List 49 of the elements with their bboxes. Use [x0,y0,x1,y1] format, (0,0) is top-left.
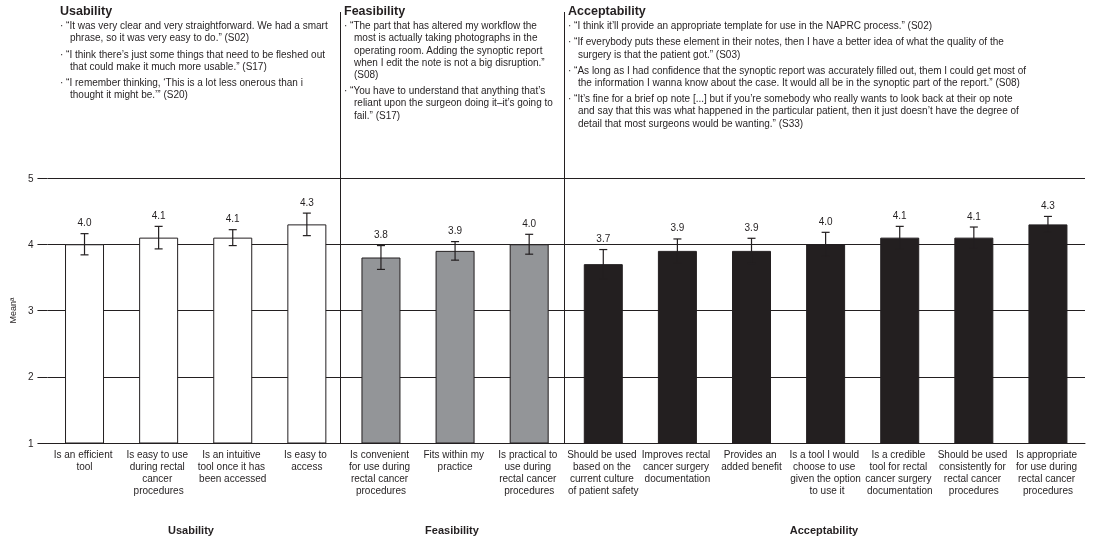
data-label: 3.8 [374,229,389,241]
text: · “I think there’s just some things that need to be fleshed out that could make it much more usable.” (S17) [60,48,326,73]
x-tick-label: Improves rectal cancer surgery documentation [641,448,713,484]
y-tick-label: 3 [27,305,34,316]
y-tick-label: 4 [27,238,34,250]
text: Acceptability [568,4,647,20]
text: Feasibility [424,524,480,536]
y-tick-label: 2 [27,371,34,383]
data-label: 4.0 [522,217,537,229]
x-tick-label: Is convenient for use during rectal cancer procedures [348,448,413,496]
text: Usability [167,524,215,536]
x-tick-label: Provides an added benefit [721,448,783,472]
x-tick-label: Is a credible tool for rectal cancer surgery documentation [865,448,935,496]
data-label: 3.7 [596,233,611,245]
x-tick-label: Is an intuitive tool once it has been accessed [197,448,268,484]
text: Feasibility [344,4,407,20]
data-label: 3.9 [744,221,759,233]
data-label: 4.1 [225,213,241,225]
x-tick-label: Fits within my practice [423,448,487,472]
text: · “I think it’ll provide an appropriate template for use in the NAPRC process.” (S02) [568,20,934,33]
x-tick-label: Should be used consistently for rectal cancer procedures [937,448,1010,496]
text: · “It was very clear and very straightforward. We had a smart phrase, so it was very easy to do.” (S02) [60,20,329,45]
data-label: 4.0 [77,217,92,229]
data-label: 4.3 [299,196,315,208]
y-axis-title: Meanᵃ [7,296,18,324]
data-label: 4.1 [966,210,982,222]
data-label: 4.0 [818,215,833,227]
x-tick-label: Should be used based on the current culture of patient safety [567,448,640,496]
text: · “The part that has altered my workflow the most is actually taking photographs in the operating room. Adding the synoptic report when I edit the note is not a big disruption.” (S08) [344,20,546,82]
text: · “I remember thinking, ‘This is a lot less onerous than i thought it might be.’” (S20) [60,77,304,102]
text: · “As long as I had confidence that the synoptic report was accurately filled out, them I could get most of the information I wanna know about the case. It would all be in the synoptic part of the report.” (S08) [568,64,1028,90]
data-label: 4.3 [1040,199,1056,211]
x-tick-label: Is easy to access [284,448,330,472]
text: · “You have to understand that anything that’s reliant upon the surgeon doing it–it’s going to fail.” (S17) [344,85,554,122]
x-tick-label: Is practical to use during rectal cancer procedures [498,448,561,496]
text: · “It’s fine for a brief op note [...] but if you’re somebody who really wants to look back at their op note and say that this was what happened in the particular patient, then it just doesn’t have the degree of detail that most surgeons would be wanting.” (S33) [568,93,1020,130]
y-tick-label: 1 [27,437,34,449]
data-label: 4.1 [151,209,167,221]
x-tick-label: Is an efficient tool [53,448,116,472]
data-label: 4.1 [892,209,908,221]
text: · “If everybody puts these element in their notes, then I have a better idea of what the quality of the surgery is that the patient got.” (S03) [568,36,1005,61]
text: Usability [60,4,114,20]
data-label: 3.9 [670,222,685,234]
y-tick-label: 5 [27,172,34,184]
data-label: 3.9 [448,225,463,237]
x-tick-label: Is a tool I would choose to use given the option to use it [789,448,862,496]
x-tick-label: Is appropriate for use during rectal cancer procedures [1015,448,1080,496]
x-tick-label: Is easy to use during rectal cancer procedures [126,448,191,496]
text: Acceptability [788,524,860,536]
